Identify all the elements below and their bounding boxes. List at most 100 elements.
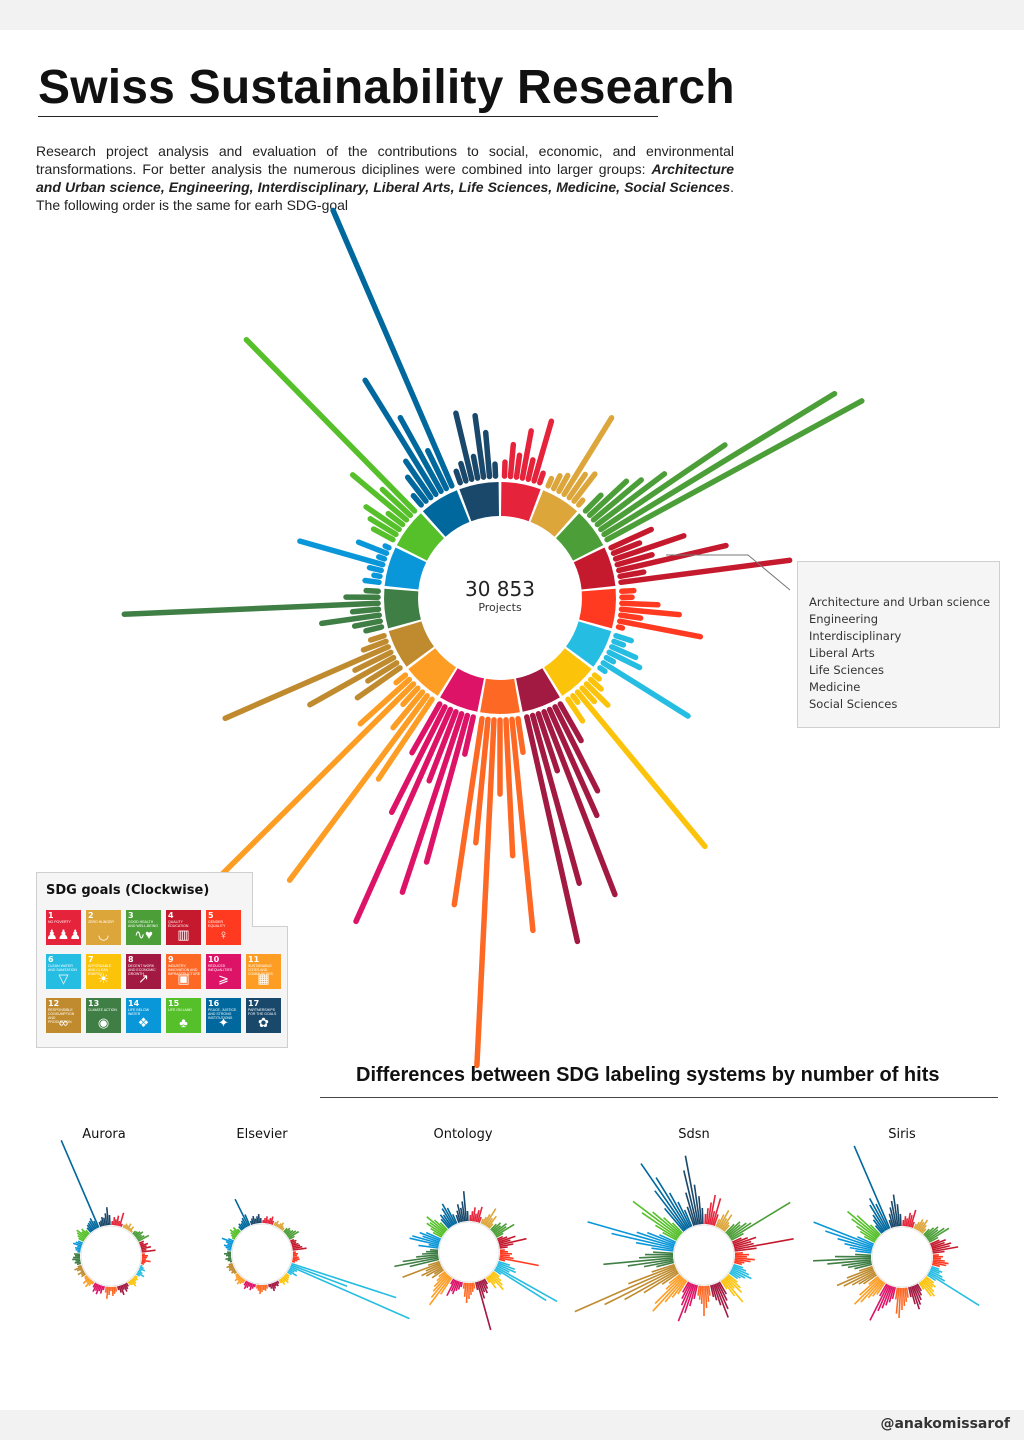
sdsn-bar-sdg6-group6 bbox=[729, 1270, 741, 1279]
ontology-bar-sdg3-group2 bbox=[491, 1222, 502, 1232]
aurora-bar-sdg4-group4 bbox=[140, 1245, 147, 1249]
elsevier-bar-sdg5-group7 bbox=[291, 1260, 296, 1263]
main-bar-sdg10-group6 bbox=[388, 704, 448, 815]
elsevier-bar-sdg12-group3 bbox=[231, 1268, 236, 1272]
sdsn-bar-sdg2-group2 bbox=[716, 1214, 725, 1228]
aurora-bar-sdg15-group2 bbox=[77, 1235, 85, 1241]
sdsn-bar-sdg17-group3 bbox=[683, 1170, 698, 1225]
aurora-bar-sdg15-group3 bbox=[76, 1232, 86, 1240]
siris-bar-sdg9-group1 bbox=[905, 1287, 909, 1298]
main-bar-sdg10-group2 bbox=[423, 712, 471, 865]
sdsn-bar-sdg7-group5 bbox=[723, 1278, 744, 1303]
elsevier-bar-sdg15-group5 bbox=[233, 1229, 239, 1235]
intro-groups: Architecture and Urban science, Engineer… bbox=[36, 161, 734, 195]
ontology-bar-sdg6-group4 bbox=[496, 1265, 510, 1273]
siris-bar-sdg12-group5 bbox=[836, 1268, 874, 1287]
aurora-bar-sdg14-group2 bbox=[75, 1248, 81, 1252]
siris-bar-sdg10-group4 bbox=[881, 1285, 892, 1309]
aurora-bar-sdg1-group4 bbox=[115, 1215, 120, 1226]
elsevier-bar-sdg14-group5 bbox=[225, 1241, 233, 1245]
main-bar-sdg12-group7 bbox=[367, 632, 387, 643]
ontology-bar-sdg15-group4 bbox=[429, 1221, 445, 1234]
main-bar-sdg4-group6 bbox=[617, 569, 647, 580]
elsevier-bar-sdg6-group6 bbox=[287, 1269, 298, 1277]
siris-bar-sdg7-group2 bbox=[924, 1277, 936, 1288]
main-bar-sdg17-group5 bbox=[472, 412, 487, 480]
siris-bar-sdg11-group7 bbox=[868, 1275, 879, 1285]
ontology-bar-sdg5-group4 bbox=[499, 1254, 510, 1257]
ontology-bar-sdg12-group7 bbox=[427, 1260, 440, 1267]
sdsn-bar-sdg10-group4 bbox=[677, 1283, 694, 1322]
elsevier-bar-sdg5-group6 bbox=[292, 1259, 298, 1262]
siris-bar-sdg4-group2 bbox=[930, 1239, 946, 1247]
elsevier-bar-sdg12-group2 bbox=[231, 1269, 237, 1274]
aurora-bar-sdg9-group3 bbox=[111, 1286, 114, 1297]
siris-bar-sdg9-group5 bbox=[898, 1287, 902, 1318]
ring-segment-sdg15 bbox=[396, 513, 444, 561]
elsevier-bar-sdg3-group7 bbox=[288, 1235, 295, 1240]
ontology-bar-sdg6-group6 bbox=[494, 1267, 547, 1302]
ring-segment-sdg3 bbox=[556, 513, 604, 561]
aurora-bar-sdg15-group5 bbox=[81, 1230, 88, 1237]
aurora-bar-sdg6-group1 bbox=[140, 1264, 143, 1267]
sdsn-bar-sdg11-group2 bbox=[671, 1279, 687, 1298]
sdsn-bar-sdg8-group5 bbox=[713, 1284, 722, 1306]
aurora-bar-sdg15-group4 bbox=[76, 1229, 87, 1238]
siris-bar-sdg2-group5 bbox=[918, 1219, 929, 1232]
siris-bar-sdg2-group2 bbox=[914, 1221, 920, 1230]
aurora-bar-sdg10-group4 bbox=[95, 1284, 101, 1295]
legend-list: Architecture and Urban science Engineeri… bbox=[809, 594, 990, 713]
aurora-bar-sdg11-group5 bbox=[82, 1277, 90, 1285]
siris-bar-sdg1-group5 bbox=[908, 1215, 913, 1227]
ontology-bar-sdg6-group3 bbox=[497, 1263, 517, 1274]
sdsn-bar-sdg14-group6 bbox=[647, 1231, 676, 1245]
sdsn-bar-sdg9-group7 bbox=[697, 1285, 701, 1296]
siris-bar-sdg12-group6 bbox=[846, 1267, 874, 1279]
main-bar-sdg12-group1 bbox=[354, 665, 403, 701]
main-bar-sdg8-group1 bbox=[557, 701, 584, 744]
sdg-tile-name: Peace, justice and strong institutions bbox=[208, 1008, 237, 1020]
intro-lead: Research project analysis and evaluation… bbox=[36, 143, 734, 177]
elsevier-bar-sdg15-group2 bbox=[230, 1234, 236, 1239]
ontology-bar-sdg1-group7 bbox=[478, 1216, 482, 1223]
main-bar-sdg2-group6 bbox=[571, 471, 598, 504]
sdsn-bar-sdg15-group6 bbox=[663, 1217, 682, 1235]
sdsn-bar-sdg16-group2 bbox=[654, 1190, 686, 1231]
elsevier-bar-sdg10-group5 bbox=[246, 1281, 251, 1289]
ontology-bar-sdg12-group4 bbox=[421, 1265, 442, 1277]
aurora-bar-sdg12-group3 bbox=[77, 1270, 85, 1276]
main-bar-sdg15-group7 bbox=[243, 336, 418, 514]
ring-segment-sdg16 bbox=[422, 490, 470, 537]
cubes-icon: ▣ bbox=[177, 971, 190, 986]
system-chart-hub bbox=[871, 1226, 933, 1288]
ontology-bar-sdg10-group6 bbox=[446, 1279, 456, 1297]
sdsn-bar-sdg1-group4 bbox=[708, 1194, 716, 1225]
growth-chart-icon: ↗ bbox=[138, 971, 149, 986]
sdg-tile-11: 11 Sustainable cities and communities ▦ bbox=[246, 954, 281, 989]
siris-bar-sdg1-group6 bbox=[909, 1209, 917, 1228]
siris-bar-sdg16-group4 bbox=[869, 1204, 887, 1232]
sdg-tile-number: 4 bbox=[168, 911, 174, 920]
sdsn-bar-sdg10-group7 bbox=[682, 1281, 690, 1293]
aurora-bar-sdg6-group2 bbox=[139, 1266, 144, 1270]
sdsn-bar-sdg4-group6 bbox=[734, 1238, 794, 1251]
elsevier-bar-sdg15-group7 bbox=[236, 1228, 241, 1233]
main-bar-sdg16-group2 bbox=[404, 474, 429, 504]
sdg-tile-16: 16 Peace, justice and strong institutions… bbox=[206, 998, 241, 1033]
siris-bar-sdg13-group1 bbox=[854, 1263, 873, 1270]
main-bar-sdg10-group1 bbox=[462, 714, 476, 757]
siris-bar-sdg4-group4 bbox=[931, 1242, 952, 1250]
main-bar-sdg8-group3 bbox=[546, 706, 600, 819]
sdsn-bar-sdg5-group3 bbox=[734, 1255, 748, 1258]
ontology-bar-sdg2-group5 bbox=[485, 1217, 493, 1227]
siris-bar-sdg6-group5 bbox=[928, 1271, 946, 1282]
siris-bar-sdg14-group3 bbox=[844, 1242, 872, 1251]
aurora-bar-sdg4-group1 bbox=[138, 1240, 145, 1244]
elsevier-bar-sdg6-group3 bbox=[290, 1265, 410, 1320]
ontology-bar-sdg7-group3 bbox=[490, 1273, 503, 1286]
center-value: 30 853 bbox=[465, 577, 535, 601]
siris-bar-sdg11-group5 bbox=[853, 1278, 881, 1305]
siris-bar-sdg4-group7 bbox=[932, 1250, 945, 1254]
main-bar-sdg11-group1 bbox=[375, 696, 435, 782]
elsevier-bar-sdg4-group4 bbox=[291, 1242, 299, 1247]
